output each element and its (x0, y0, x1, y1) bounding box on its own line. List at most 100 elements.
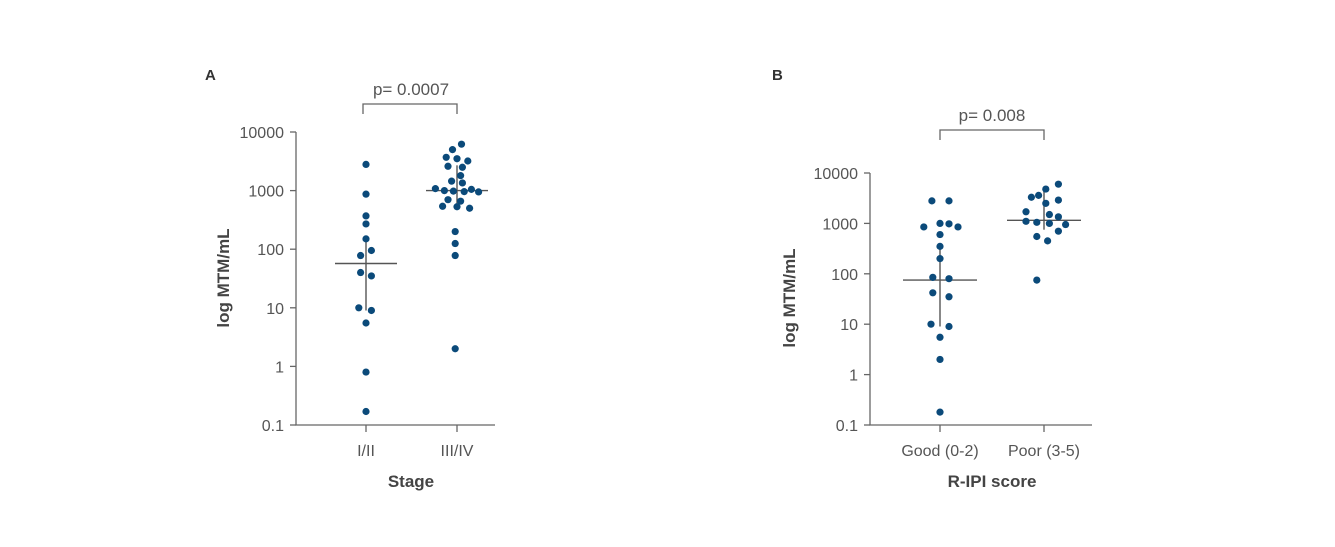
data-point (1042, 199, 1050, 207)
data-point (1022, 208, 1030, 216)
data-point (936, 408, 944, 416)
panel-b-x-tick-label-1: Good (0-2) (901, 443, 978, 460)
data-point (1045, 219, 1053, 227)
data-point (936, 355, 944, 364)
data-point (945, 220, 953, 228)
data-point (362, 220, 370, 228)
data-point (453, 203, 461, 211)
data-point (945, 197, 953, 205)
data-point (1033, 232, 1041, 241)
data-point (439, 202, 447, 210)
panel-b-y-tick-label: 10000 (814, 166, 859, 183)
panel-b-y-tick-label: 10 (840, 317, 858, 334)
panel-b-y-ticks: 10000 1000 100 10 1 0.1 (814, 166, 870, 435)
data-point (945, 322, 953, 331)
data-point (442, 153, 450, 161)
data-point (1054, 213, 1062, 221)
data-point (467, 185, 475, 193)
data-point (449, 187, 457, 195)
panel-a-significance-bracket (362, 103, 458, 114)
panel-b-summary-lines (903, 190, 1081, 327)
panel-a-y-tick-label: 100 (257, 242, 284, 259)
data-point (355, 304, 363, 312)
data-point (460, 188, 468, 196)
data-point (954, 223, 962, 231)
panel-a-x-axis-title: Stage (388, 472, 434, 491)
data-point (357, 251, 365, 260)
panel-a: A 10000 1000 100 10 1 0.1 I/II III/IV Stage l… (205, 67, 495, 491)
data-point (1054, 227, 1062, 235)
panel-a-summary-lines (335, 165, 488, 311)
data-point (936, 333, 944, 341)
panel-b-y-axis (869, 173, 1092, 426)
panel-a-x-tick-label-1: I/II (357, 443, 375, 460)
panel-b-x-tick-label-2: Poor (3-5) (1008, 443, 1080, 460)
panel-a-y-tick-label: 10 (266, 301, 284, 318)
data-point (444, 162, 452, 170)
data-point (362, 407, 370, 416)
panel-a-y-ticks: 10000 1000 100 10 1 0.1 (240, 125, 296, 435)
data-point (1054, 180, 1062, 188)
panel-a-y-axis-title: log MTM/mL (214, 228, 233, 327)
data-point (927, 320, 935, 328)
data-point (457, 140, 466, 148)
data-point (453, 155, 461, 163)
data-point (466, 204, 474, 212)
data-point (1062, 220, 1070, 229)
panel-a-y-tick-label: 1 (275, 359, 284, 376)
data-point (458, 179, 466, 187)
data-point (457, 197, 465, 205)
data-point (367, 246, 375, 255)
data-point (367, 306, 375, 315)
data-point (458, 163, 466, 171)
data-point (936, 242, 944, 250)
data-point (362, 212, 370, 220)
data-point (357, 268, 365, 277)
data-point (451, 345, 459, 353)
data-point (362, 160, 370, 168)
data-point (1044, 237, 1052, 245)
data-point (1027, 193, 1035, 201)
panel-a-y-tick-label: 1000 (248, 184, 284, 201)
panel-a-y-tick-label: 10000 (240, 125, 285, 142)
data-point (945, 275, 953, 283)
data-point (451, 227, 459, 236)
data-point (929, 273, 937, 281)
data-point (936, 219, 944, 227)
data-point (475, 188, 483, 196)
data-point (451, 239, 459, 248)
data-point (367, 272, 375, 280)
data-point (1033, 276, 1041, 284)
data-point (362, 319, 370, 327)
data-point (362, 235, 370, 243)
panel-a-y-axis (295, 132, 495, 426)
data-point (362, 190, 370, 198)
panel-a-data-points (355, 140, 483, 416)
data-point (945, 293, 953, 301)
data-point (928, 197, 936, 205)
data-point (1042, 185, 1050, 193)
panel-b-x-axis-title: R-IPI score (948, 472, 1037, 491)
data-point (1033, 218, 1041, 226)
panel-b-significance-bracket (939, 129, 1045, 140)
data-point (929, 289, 937, 297)
panel-a-label: A (205, 67, 216, 84)
data-point (448, 146, 457, 154)
data-point (444, 196, 452, 204)
data-point (936, 230, 944, 239)
panel-b-label: B (772, 67, 783, 84)
data-point (448, 177, 456, 185)
panel-b-y-axis-title: log MTM/mL (780, 248, 799, 347)
data-point (920, 223, 928, 231)
data-point (464, 157, 472, 165)
data-point (1045, 210, 1053, 219)
data-point (440, 187, 448, 195)
panel-b-data-points (920, 180, 1070, 416)
panel-b-y-tick-label: 1 (849, 368, 858, 385)
panel-b-p-value: p= 0.008 (959, 106, 1026, 125)
panel-a-p-value: p= 0.0007 (373, 80, 449, 99)
data-point (936, 255, 944, 263)
data-point (1035, 191, 1043, 199)
panel-b-y-tick-label: 100 (831, 267, 858, 284)
